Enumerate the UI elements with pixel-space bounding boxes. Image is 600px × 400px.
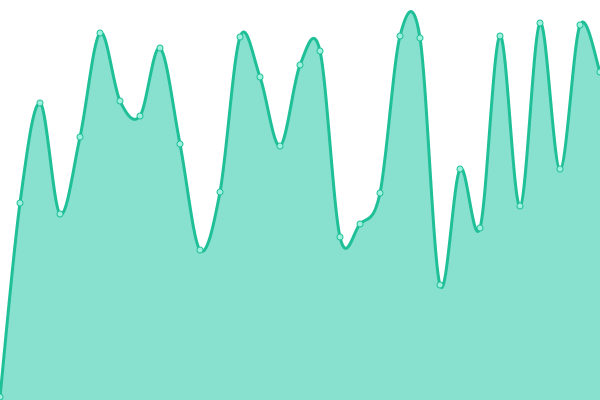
data-point-25	[496, 32, 504, 40]
data-point-2	[36, 99, 44, 107]
data-point-27	[536, 19, 544, 27]
area-fill	[0, 11, 600, 400]
data-point-3	[56, 210, 64, 218]
data-point-21	[416, 34, 424, 42]
data-point-1	[16, 199, 24, 207]
data-point-13	[256, 73, 264, 81]
data-point-22	[436, 281, 444, 289]
data-point-16	[316, 47, 324, 55]
data-point-14	[276, 142, 284, 150]
data-point-8	[156, 44, 164, 52]
data-point-30	[596, 68, 600, 76]
data-point-24	[476, 224, 484, 232]
data-point-6	[116, 97, 124, 105]
data-point-19	[376, 189, 384, 197]
data-point-12	[236, 33, 244, 41]
data-point-5	[96, 29, 104, 37]
data-point-4	[76, 133, 84, 141]
data-point-15	[296, 61, 304, 69]
data-point-0	[0, 393, 4, 400]
data-point-11	[216, 188, 224, 196]
data-point-20	[396, 32, 404, 40]
data-point-17	[336, 233, 344, 241]
data-point-26	[516, 202, 524, 210]
data-point-28	[556, 165, 564, 173]
data-point-10	[196, 246, 204, 254]
data-point-7	[136, 112, 144, 120]
data-point-18	[356, 220, 364, 228]
data-point-9	[176, 140, 184, 148]
data-point-23	[456, 165, 464, 173]
data-points	[0, 19, 600, 400]
data-point-29	[576, 21, 584, 29]
